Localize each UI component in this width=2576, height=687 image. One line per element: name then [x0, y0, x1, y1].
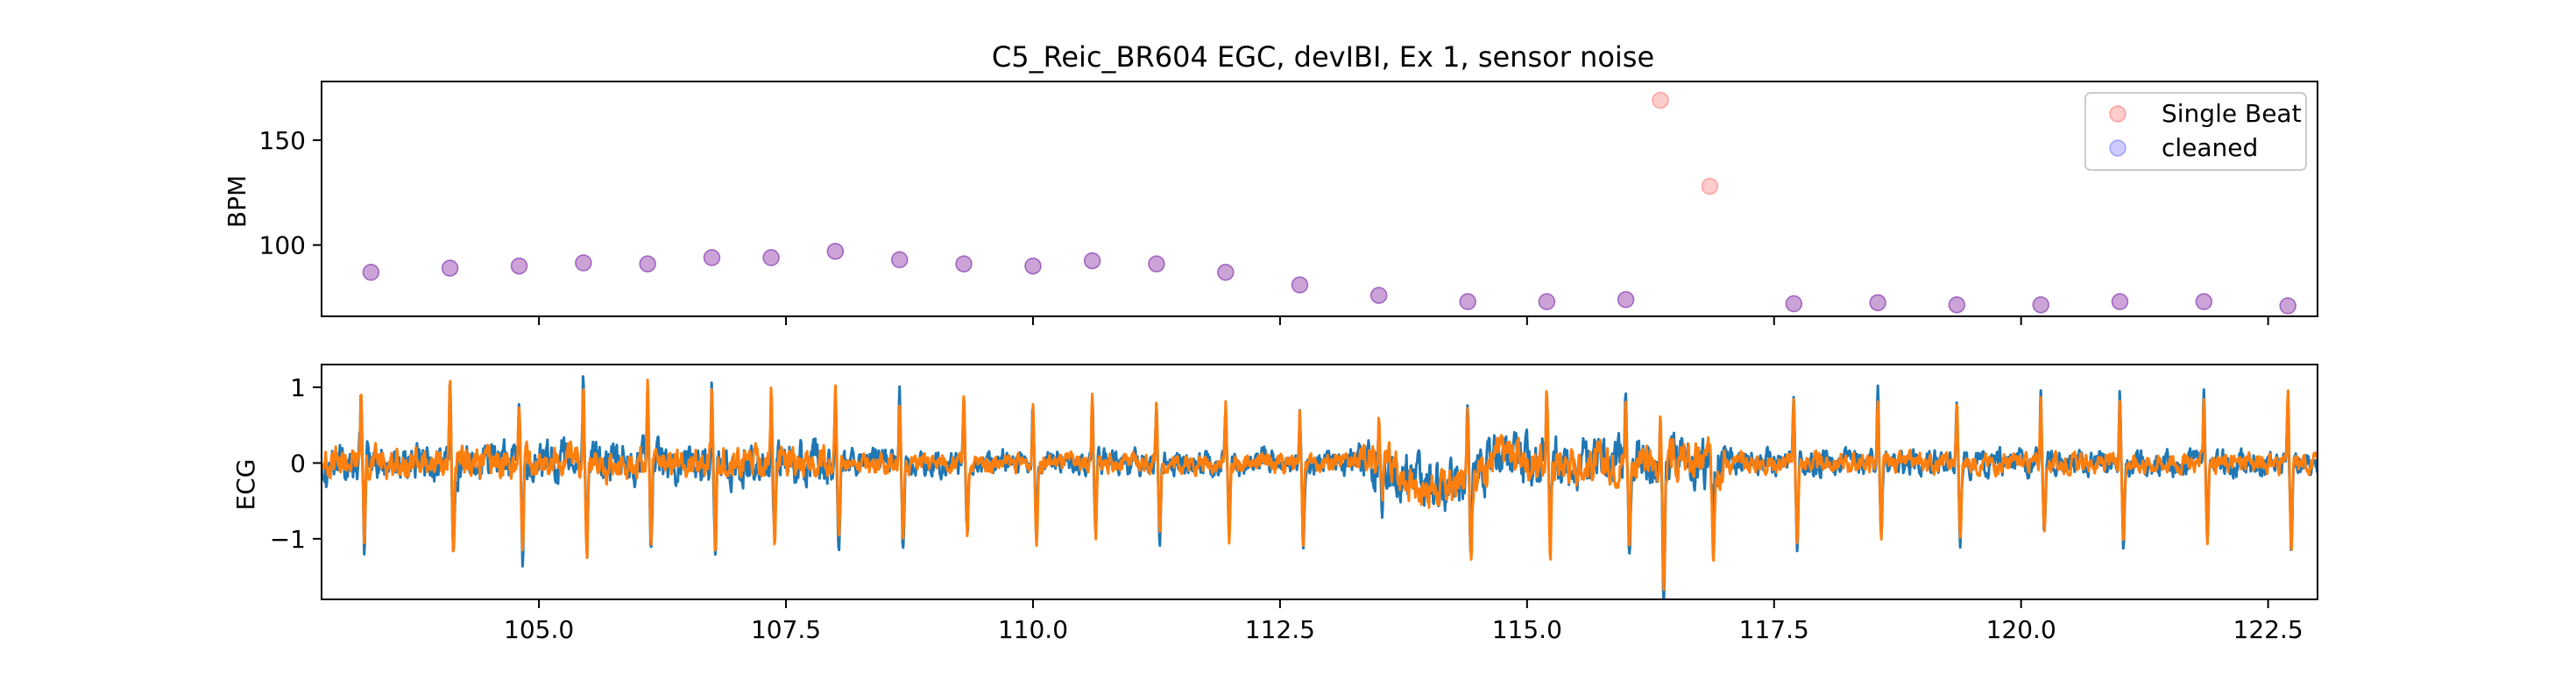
cleaned-point [2111, 293, 2129, 310]
cleaned-point [1459, 293, 1476, 310]
single-beat-point [2111, 293, 2129, 310]
single-beat-point [1538, 293, 1556, 310]
cleaned-point [1538, 293, 1556, 310]
ecg-y-tick-label: 0 [290, 449, 306, 478]
bpm-y-tick-label: 150 [259, 126, 306, 155]
single-beat-point [1148, 255, 1165, 273]
single-beat-point [762, 249, 780, 266]
legend-label-cleaned: cleaned [2162, 133, 2258, 162]
legend: Single Beat cleaned [2084, 92, 2307, 171]
single-beat-point [639, 255, 656, 273]
single-beat-point [1701, 177, 1719, 195]
single-beat-point [441, 259, 459, 277]
ecg-series-filtered-line [322, 379, 2318, 591]
cleaned-point [890, 251, 909, 269]
bpm-panel: 100 150 BPM Single Beat cleaned [223, 81, 2318, 325]
cleaned-point [1785, 294, 1803, 313]
cleaned-point [1617, 291, 1635, 308]
ecg-x-ticks: 105.0 107.5 110.0 112.5 115.0 117.5 120.0 122.5 [504, 599, 2304, 644]
single-beat-point [1785, 294, 1803, 313]
single-beat-point [955, 255, 973, 273]
single-beat-point [2195, 293, 2213, 310]
single-beat-point [1024, 257, 1042, 275]
ecg-x-tick-label: 117.5 [1739, 615, 1809, 644]
ecg-panel: −1 0 1 105.0 107.5 110.0 112.5 115.0 117.5 120.0… [231, 364, 2318, 644]
bpm-y-ticks: 100 150 [259, 126, 322, 260]
bpm-points [362, 91, 2296, 315]
cleaned-point [441, 259, 459, 277]
ecg-lines [322, 375, 2318, 599]
cleaned-point [1291, 276, 1309, 294]
cleaned-point [2195, 293, 2213, 310]
bpm-y-tick-label: 100 [259, 231, 306, 260]
single-beat-point [890, 251, 909, 269]
legend-frame [2084, 92, 2307, 171]
single-beat-point [1217, 264, 1235, 281]
cleaned-point [826, 243, 845, 260]
single-beat-point [362, 264, 380, 281]
ecg-y-ticks: −1 0 1 [270, 373, 322, 554]
cleaned-point [2279, 297, 2296, 315]
cleaned-point [362, 264, 380, 281]
cleaned-point [1024, 257, 1042, 275]
single-beat-point [1459, 293, 1476, 310]
single-beat-point [1948, 296, 1966, 314]
single-beat-point [1617, 291, 1635, 308]
single-beat-point [703, 249, 721, 266]
cleaned-point [762, 249, 780, 266]
ecg-y-tick-label: −1 [270, 525, 306, 554]
cleaned-point [1217, 264, 1235, 281]
chart-title: C5_Reic_BR604 EGC, devIBI, Ex 1, sensor … [992, 40, 1654, 74]
legend-marker-cleaned [2109, 139, 2127, 157]
cleaned-point [955, 255, 973, 273]
cleaned-point [575, 254, 592, 272]
single-beat-point [2032, 296, 2049, 314]
ecg-x-tick-label: 122.5 [2233, 615, 2304, 644]
cleaned-point [2032, 296, 2049, 314]
ecg-x-tick-label: 110.0 [998, 615, 1068, 644]
single-beat-point [510, 257, 528, 275]
single-beat-point [1652, 91, 1669, 110]
single-beat-point [1369, 287, 1388, 304]
cleaned-point [639, 255, 656, 273]
cleaned-point [1083, 251, 1101, 270]
cleaned-point [1869, 294, 1886, 312]
ecg-x-tick-label: 105.0 [504, 615, 574, 644]
bpm-y-axis-label: BPM [223, 175, 251, 228]
bpm-x-ticks [538, 316, 2269, 325]
ecg-series-raw-line [322, 375, 2318, 599]
cleaned-point [703, 249, 721, 266]
ecg-y-axis-label: ECG [231, 459, 260, 511]
ecg-axes-frame [321, 364, 2318, 600]
ecg-y-tick-label: 1 [290, 373, 306, 402]
single-beat-point [1869, 294, 1886, 312]
single-beat-point [826, 243, 845, 260]
cleaned-point [1369, 287, 1388, 304]
single-beat-point [1291, 276, 1309, 294]
cleaned-point [510, 257, 528, 275]
single-beat-point [1083, 251, 1101, 270]
bpm-axes-frame [321, 81, 2318, 317]
ecg-x-tick-label: 107.5 [751, 615, 821, 644]
single-beat-point [2279, 297, 2296, 315]
legend-label-single-beat: Single Beat [2162, 99, 2302, 128]
ecg-x-tick-label: 115.0 [1492, 615, 1562, 644]
cleaned-point [1148, 255, 1165, 273]
ecg-x-tick-label: 112.5 [1245, 615, 1315, 644]
legend-marker-single-beat [2109, 105, 2127, 123]
single-beat-point [575, 254, 592, 272]
cleaned-point [1948, 296, 1966, 314]
ecg-x-tick-label: 120.0 [1986, 615, 2056, 644]
